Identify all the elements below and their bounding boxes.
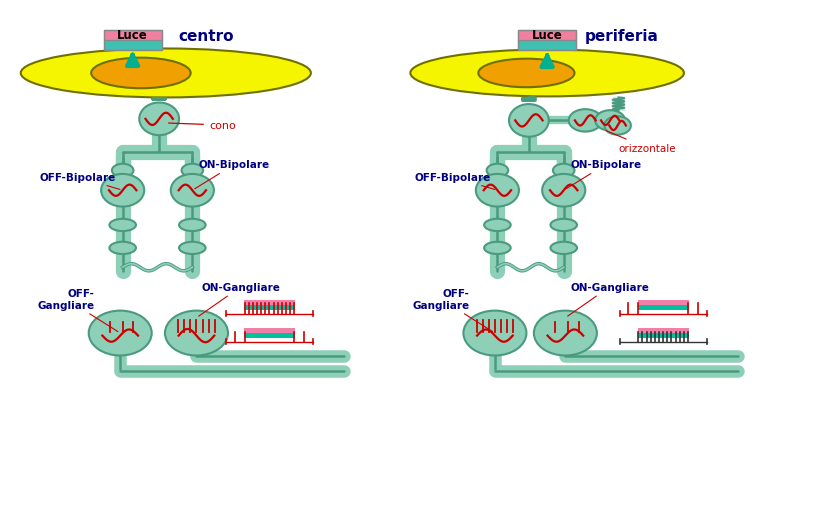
Ellipse shape	[552, 164, 574, 178]
Ellipse shape	[533, 311, 596, 356]
Ellipse shape	[139, 103, 179, 136]
FancyBboxPatch shape	[637, 328, 688, 333]
Ellipse shape	[475, 175, 518, 207]
FancyBboxPatch shape	[518, 31, 575, 41]
Text: orizzontale: orizzontale	[605, 131, 676, 154]
Ellipse shape	[463, 311, 526, 356]
Text: Luce: Luce	[531, 29, 562, 42]
Text: OFF-
Gangliare: OFF- Gangliare	[412, 289, 492, 332]
Ellipse shape	[484, 219, 510, 232]
Text: ON-Bipolare: ON-Bipolare	[195, 160, 270, 189]
Ellipse shape	[604, 117, 630, 135]
Ellipse shape	[410, 50, 683, 97]
Ellipse shape	[486, 164, 508, 178]
Text: centro: centro	[178, 29, 233, 44]
Text: OFF-Bipolare: OFF-Bipolare	[40, 173, 120, 190]
FancyBboxPatch shape	[243, 300, 295, 305]
Ellipse shape	[179, 219, 205, 232]
Ellipse shape	[550, 242, 576, 254]
FancyBboxPatch shape	[243, 328, 295, 333]
Ellipse shape	[550, 219, 576, 232]
FancyBboxPatch shape	[637, 333, 688, 338]
Ellipse shape	[478, 60, 574, 88]
FancyBboxPatch shape	[104, 41, 161, 51]
Ellipse shape	[109, 242, 136, 254]
FancyBboxPatch shape	[243, 333, 295, 338]
Ellipse shape	[568, 110, 601, 132]
Text: cono: cono	[168, 121, 235, 131]
Ellipse shape	[595, 111, 624, 131]
FancyBboxPatch shape	[637, 305, 688, 310]
Ellipse shape	[181, 164, 203, 178]
Ellipse shape	[542, 175, 585, 207]
Ellipse shape	[484, 242, 510, 254]
FancyBboxPatch shape	[243, 305, 295, 310]
FancyBboxPatch shape	[518, 41, 575, 51]
Ellipse shape	[89, 311, 152, 356]
Text: periferia: periferia	[584, 29, 657, 44]
Ellipse shape	[179, 242, 205, 254]
FancyBboxPatch shape	[104, 31, 161, 41]
Text: Luce: Luce	[117, 29, 148, 42]
Text: ON-Bipolare: ON-Bipolare	[566, 160, 641, 189]
Ellipse shape	[112, 164, 133, 178]
Ellipse shape	[91, 59, 190, 89]
Ellipse shape	[508, 105, 548, 137]
Text: OFF-Bipolare: OFF-Bipolare	[414, 173, 494, 190]
Ellipse shape	[165, 311, 228, 356]
Ellipse shape	[21, 49, 310, 98]
Ellipse shape	[171, 175, 214, 207]
Text: ON-Gangliare: ON-Gangliare	[199, 282, 280, 317]
FancyBboxPatch shape	[637, 300, 688, 305]
Ellipse shape	[101, 175, 144, 207]
Ellipse shape	[109, 219, 136, 232]
Text: ON-Gangliare: ON-Gangliare	[567, 282, 648, 317]
Text: OFF-
Gangliare: OFF- Gangliare	[37, 289, 118, 332]
